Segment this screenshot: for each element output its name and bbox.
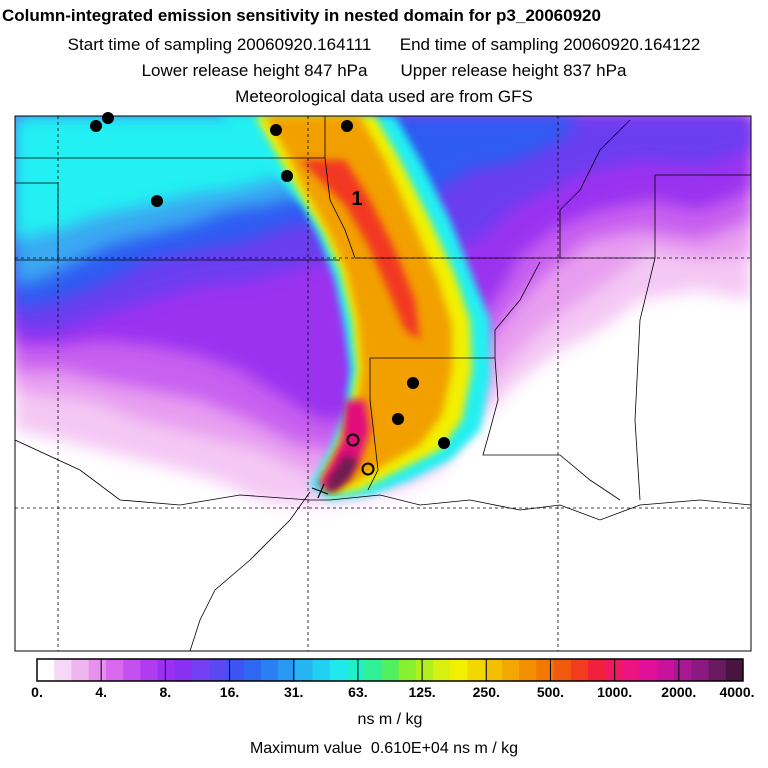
colorbar-swatch — [605, 659, 623, 681]
station-dot — [281, 170, 293, 182]
station-dot — [151, 195, 163, 207]
colorbar-swatch — [674, 659, 692, 681]
colorbar-swatch — [519, 659, 537, 681]
colorbar-swatch — [501, 659, 520, 681]
lower-release-label: Lower release height — [141, 61, 300, 80]
colorbar-swatch — [123, 659, 141, 681]
release-height-line: Lower release height 847 hPa Upper relea… — [0, 61, 768, 81]
colorbar-swatch — [708, 659, 727, 681]
contour-p-deep — [318, 400, 370, 490]
sampling-end-value: 20060920.164122 — [563, 35, 701, 54]
colorbar-swatch — [312, 659, 331, 681]
colorbar-swatch — [71, 659, 90, 681]
colorbar — [36, 658, 744, 682]
colorbar-swatch — [570, 659, 589, 681]
upper-release-value: 837 hPa — [563, 61, 627, 80]
colorbar-swatch — [226, 659, 245, 681]
sampling-time-line: Start time of sampling 20060920.164111 E… — [0, 35, 768, 55]
colorbar-swatch — [639, 659, 658, 681]
colorbar-swatch — [484, 659, 503, 681]
station-ring — [361, 462, 375, 476]
colorbar-frame — [36, 658, 744, 682]
colorbar-swatch — [346, 659, 365, 681]
colorbar-tick-label: 8. — [159, 684, 172, 700]
plot-title: Column-integrated emission sensitivity i… — [2, 6, 601, 25]
colorbar-swatch — [725, 659, 744, 681]
colorbar-swatch — [105, 659, 124, 681]
map-frame — [14, 115, 752, 652]
station-dot — [90, 120, 102, 132]
colorbar-swatch — [467, 659, 486, 681]
station-dot — [270, 124, 282, 136]
max-value-label: Maximum value — [249, 740, 362, 757]
station-dot — [102, 112, 114, 124]
upper-release-label: Upper release height — [400, 61, 559, 80]
sampling-end-label: End time of sampling — [399, 35, 559, 54]
station-dot — [407, 377, 419, 389]
max-value: 0.610E+04 ns m / kg — [370, 740, 519, 757]
political-boundaries — [15, 116, 751, 651]
met-data-line: Meteorological data used are from GFS — [235, 87, 533, 106]
colorbar-swatch — [209, 659, 227, 681]
colorbar-swatch — [243, 659, 262, 681]
contour-f-cyan — [15, 116, 300, 240]
colorbar-tick-label: 63. — [348, 684, 368, 700]
colorbar-swatch — [174, 659, 193, 681]
colorbar-tick-label: 4. — [95, 684, 108, 700]
release-point-marker — [311, 483, 329, 499]
colorbar-tick-label: 4000. — [719, 684, 755, 700]
colorbar-swatch — [553, 659, 572, 681]
colorbar-swatch — [260, 659, 279, 681]
station-markers — [90, 112, 450, 476]
contour-p-red — [300, 160, 420, 340]
colorbar-swatch — [37, 659, 55, 681]
colorbar-swatch — [381, 659, 400, 681]
colorbar-tick-label: 1000. — [597, 684, 633, 700]
colorbar-swatch — [433, 659, 451, 681]
colorbar-swatch — [157, 659, 176, 681]
colorbar-swatch — [140, 659, 159, 681]
colorbar-tick-label: 2000. — [661, 684, 697, 700]
colorbar-swatch — [398, 659, 417, 681]
colorbar-swatch — [536, 659, 555, 681]
colorbar-swatch — [278, 659, 296, 681]
sampling-start-label: Start time of sampling — [67, 35, 233, 54]
colorbar-swatch — [450, 659, 468, 681]
sampling-start-value: 20060920.164111 — [236, 35, 372, 54]
colorbar-swatch — [191, 659, 210, 681]
colorbar-swatch — [691, 659, 710, 681]
colorbar-swatch — [656, 659, 675, 681]
colorbar-swatch — [364, 659, 382, 681]
lat-lon-grid — [15, 116, 751, 651]
station-ring — [346, 433, 360, 447]
colorbar-swatch — [588, 659, 606, 681]
colorbar-swatch — [54, 659, 72, 681]
colorbar-swatch — [415, 659, 434, 681]
colorbar-swatch — [88, 659, 107, 681]
max-value-line: Maximum value 0.610E+04 ns m / kg — [0, 740, 768, 758]
colorbar-tick-label: 16. — [219, 684, 240, 700]
release-label: 1 — [351, 188, 362, 210]
station-dot — [392, 413, 404, 425]
colorbar-tick-label: 31. — [283, 684, 304, 700]
colorbar-swatch — [622, 659, 641, 681]
colorbar-tick-label: 500. — [536, 684, 565, 700]
sensitivity-field — [15, 116, 751, 505]
colorbar-tick-label: 250. — [472, 684, 500, 700]
colorbar-units: ns m / kg — [357, 711, 423, 728]
colorbar-swatch — [295, 659, 314, 681]
lower-release-value: 847 hPa — [304, 61, 368, 80]
colorbar-tick-label: 0. — [31, 684, 43, 700]
contour-p-dark — [325, 455, 358, 492]
contour-p-orange — [265, 116, 452, 490]
station-dot — [438, 437, 450, 449]
colorbar-tick-label: 125. — [408, 684, 436, 700]
colorbar-swatch — [329, 659, 348, 681]
station-dot — [341, 120, 353, 132]
